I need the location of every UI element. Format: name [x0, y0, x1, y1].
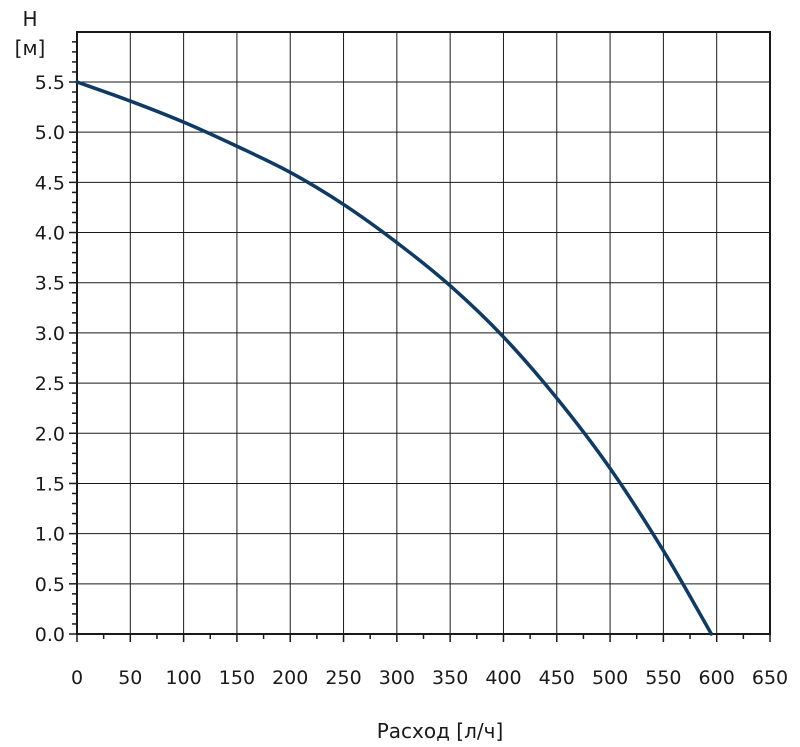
x-tick-label: 200 [272, 667, 308, 689]
y-tick-label: 5.0 [35, 122, 65, 144]
x-tick-label: 300 [379, 667, 415, 689]
x-tick-labels: 0 50 100 150 200 250 300 350 400 450 500 550 600 650 [71, 667, 788, 689]
x-tick-label: 400 [485, 667, 521, 689]
x-tick-label: 100 [165, 667, 201, 689]
y-tick-label: 3.5 [35, 273, 65, 295]
x-tick-label: 350 [432, 667, 468, 689]
y-tick-label: 5.5 [35, 72, 65, 94]
x-tick-label: 150 [219, 667, 255, 689]
x-tick-label: 650 [752, 667, 788, 689]
x-tick-label: 450 [539, 667, 575, 689]
plot-frame [76, 31, 771, 635]
y-tick-label: 0.0 [35, 624, 65, 646]
series-layer [75, 80, 714, 636]
x-axis-label: Расход [л/ч] [377, 719, 504, 743]
y-tick-labels: 0.0 0.5 1.0 1.5 2.0 2.5 3.0 3.5 4.0 4.5 5.0 5.5 [35, 72, 65, 646]
x-tick-label: 0 [71, 667, 83, 689]
y-tick-label: 4.0 [35, 223, 65, 245]
y-tick-label: 0.5 [35, 574, 65, 596]
y-axis-label-unit: [м] [15, 36, 46, 60]
x-tick-label: 550 [645, 667, 681, 689]
x-tick-label: 50 [118, 667, 142, 689]
y-tick-label: 1.5 [35, 473, 65, 495]
y-tick-label: 2.5 [35, 373, 65, 395]
y-tick-label: 4.5 [35, 172, 65, 194]
y-tick-label: 2.0 [35, 423, 65, 445]
pump-curve-line [75, 80, 714, 636]
x-tick-label: 250 [325, 667, 361, 689]
x-tick-label: 600 [699, 667, 735, 689]
x-tick-label: 500 [592, 667, 628, 689]
y-tick-label: 3.0 [35, 323, 65, 345]
y-tick-label: 1.0 [35, 524, 65, 546]
y-axis-label-symbol: H [22, 7, 37, 31]
